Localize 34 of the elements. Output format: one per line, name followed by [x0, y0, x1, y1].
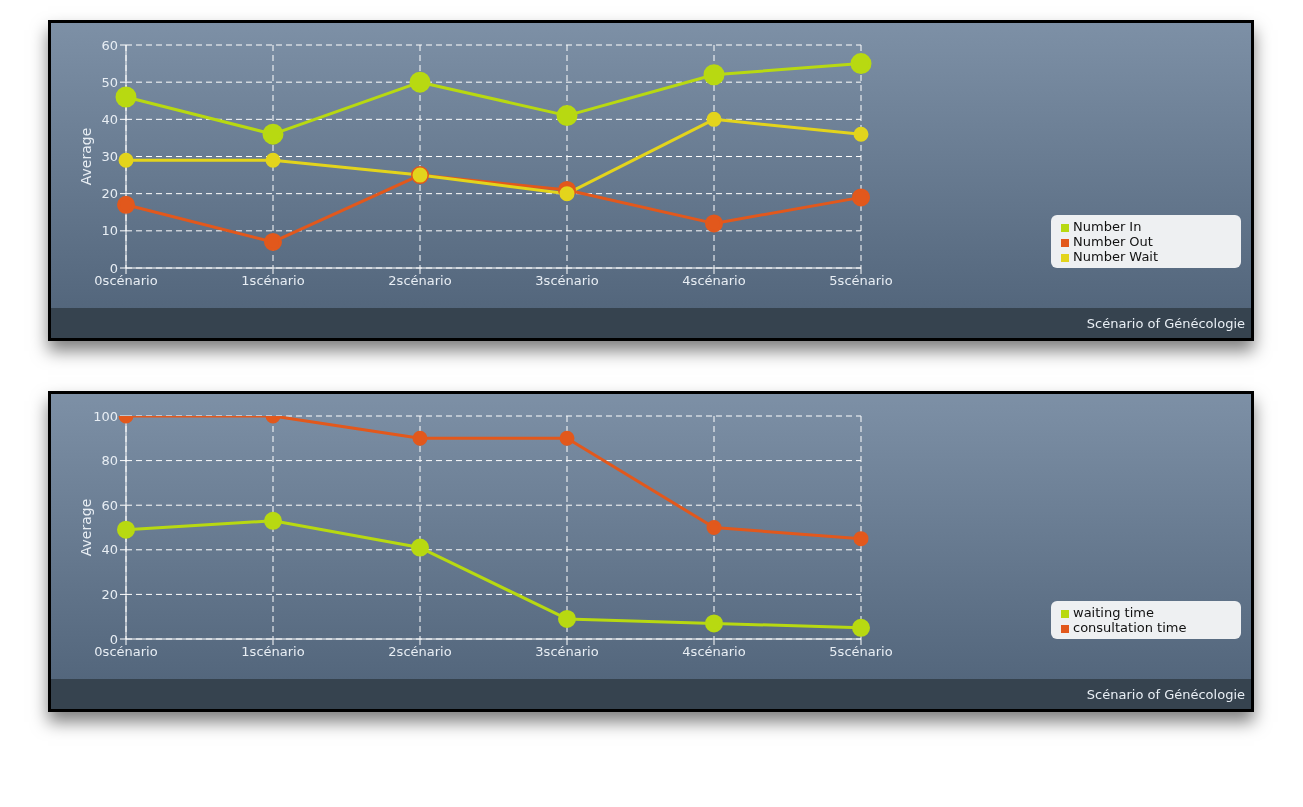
- y-axis-title: Average: [77, 498, 94, 557]
- y-tick-label: 60: [101, 497, 118, 513]
- x-tick-label: 2scénario: [388, 644, 452, 660]
- x-tick-label: 1scénario: [241, 644, 305, 660]
- x-tick-label: 5scénario: [829, 644, 893, 660]
- y-tick-label: 20: [101, 186, 118, 202]
- legend-label: Number Out: [1073, 234, 1153, 249]
- x-tick-label: 4scénario: [682, 644, 746, 660]
- x-tick-label: 5scénario: [829, 273, 893, 289]
- x-tick-label: 3scénario: [535, 644, 599, 660]
- legend-label: Number In: [1073, 219, 1142, 234]
- legend-label: waiting time: [1073, 605, 1154, 620]
- x-tick-label: 4scénario: [682, 273, 746, 289]
- y-tick-label: 40: [101, 111, 118, 127]
- y-tick-label: 100: [93, 408, 118, 424]
- y-tick-label: 0: [109, 631, 118, 647]
- legend-label: consultation time: [1073, 620, 1187, 635]
- y-tick-label: 60: [101, 37, 118, 53]
- y-tick-label: 40: [101, 542, 118, 558]
- text: Scénario of Génécologie: [1086, 315, 1245, 331]
- y-tick-label: 0: [109, 260, 118, 276]
- y-tick-label: 10: [101, 223, 118, 239]
- y-tick-label: 50: [101, 74, 118, 90]
- y-tick-label: 80: [101, 453, 118, 469]
- text: Scénario of Génécologie: [1086, 686, 1245, 702]
- legend-label: Number Wait: [1073, 249, 1159, 264]
- x-tick-label: 3scénario: [535, 273, 599, 289]
- x-tick-label: 2scénario: [388, 273, 452, 289]
- x-tick-label: 0scénario: [94, 273, 158, 289]
- y-axis-title: Average: [77, 127, 94, 186]
- x-tick-label: 0scénario: [94, 644, 158, 660]
- y-tick-label: 30: [101, 149, 118, 165]
- x-tick-label: 1scénario: [241, 273, 305, 289]
- y-tick-label: 20: [101, 587, 118, 603]
